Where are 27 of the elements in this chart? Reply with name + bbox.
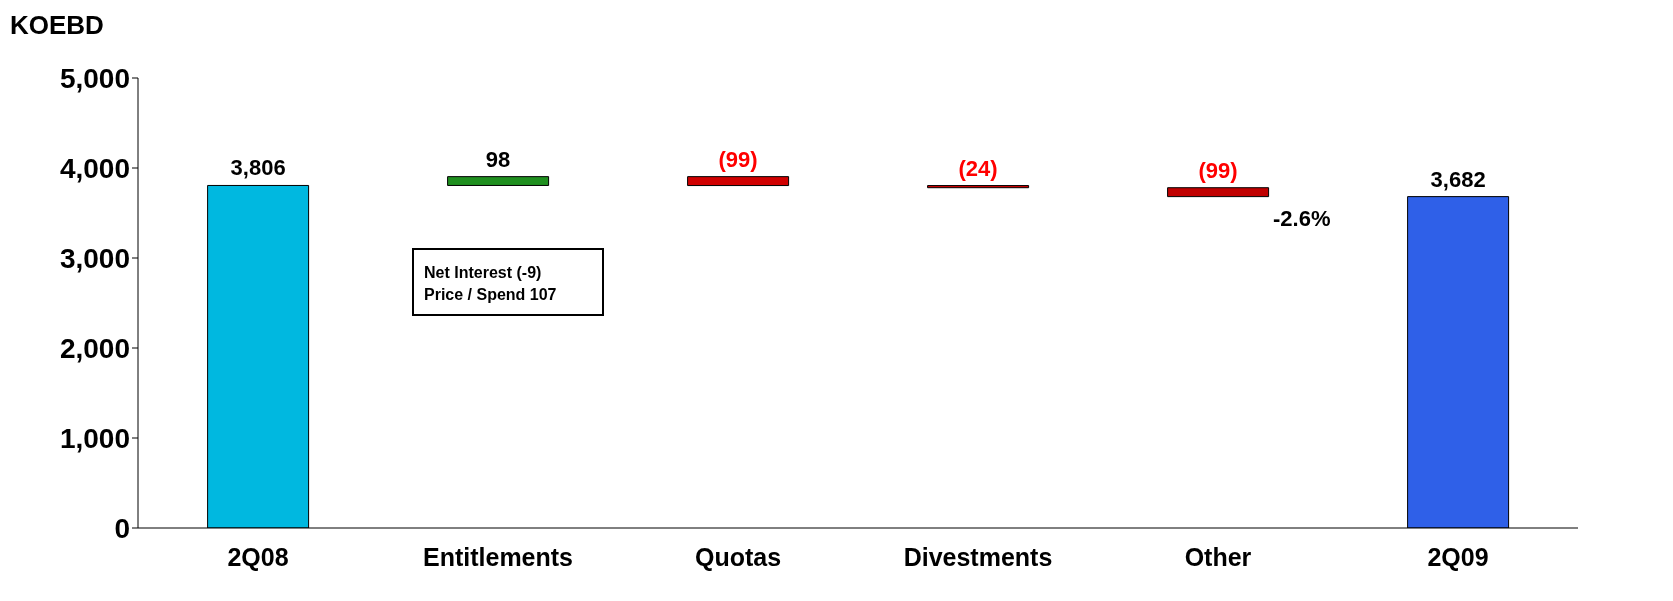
- data-label: (99): [1198, 157, 1238, 183]
- y-tick-label: 2,000: [59, 332, 130, 364]
- y-axis-title: KOEBD: [10, 10, 104, 41]
- x-tick-label: Entitlements: [422, 542, 574, 571]
- x-tick-label: Other: [1184, 542, 1252, 571]
- data-label: 3,806: [230, 155, 286, 181]
- x-tick-label: Divestments: [903, 542, 1053, 571]
- data-label: (99): [718, 146, 758, 172]
- x-tick-label: 2Q08: [227, 542, 289, 571]
- x-tick-label: 2Q09: [1427, 542, 1489, 571]
- bar: [927, 185, 1030, 189]
- text-box: Net Interest (-9) Price / Spend 107: [412, 248, 604, 316]
- data-label: 98: [485, 146, 511, 172]
- y-tick-label: 5,000: [59, 62, 130, 94]
- bar: [687, 176, 790, 187]
- y-tick-label: 3,000: [59, 242, 130, 274]
- annotation: -2.6%: [1273, 206, 1331, 232]
- bar: [1167, 187, 1270, 198]
- annotation: Net Interest (-9): [424, 263, 543, 283]
- data-label: (24): [958, 155, 998, 181]
- x-tick-label: Quotas: [694, 542, 782, 571]
- y-tick-label: 0: [114, 512, 130, 544]
- annotation: Price / Spend 107: [424, 285, 558, 305]
- data-label: 3,682: [1430, 166, 1486, 192]
- y-tick-label: 4,000: [59, 152, 130, 184]
- bar: [447, 176, 550, 186]
- y-tick-label: 1,000: [59, 422, 130, 454]
